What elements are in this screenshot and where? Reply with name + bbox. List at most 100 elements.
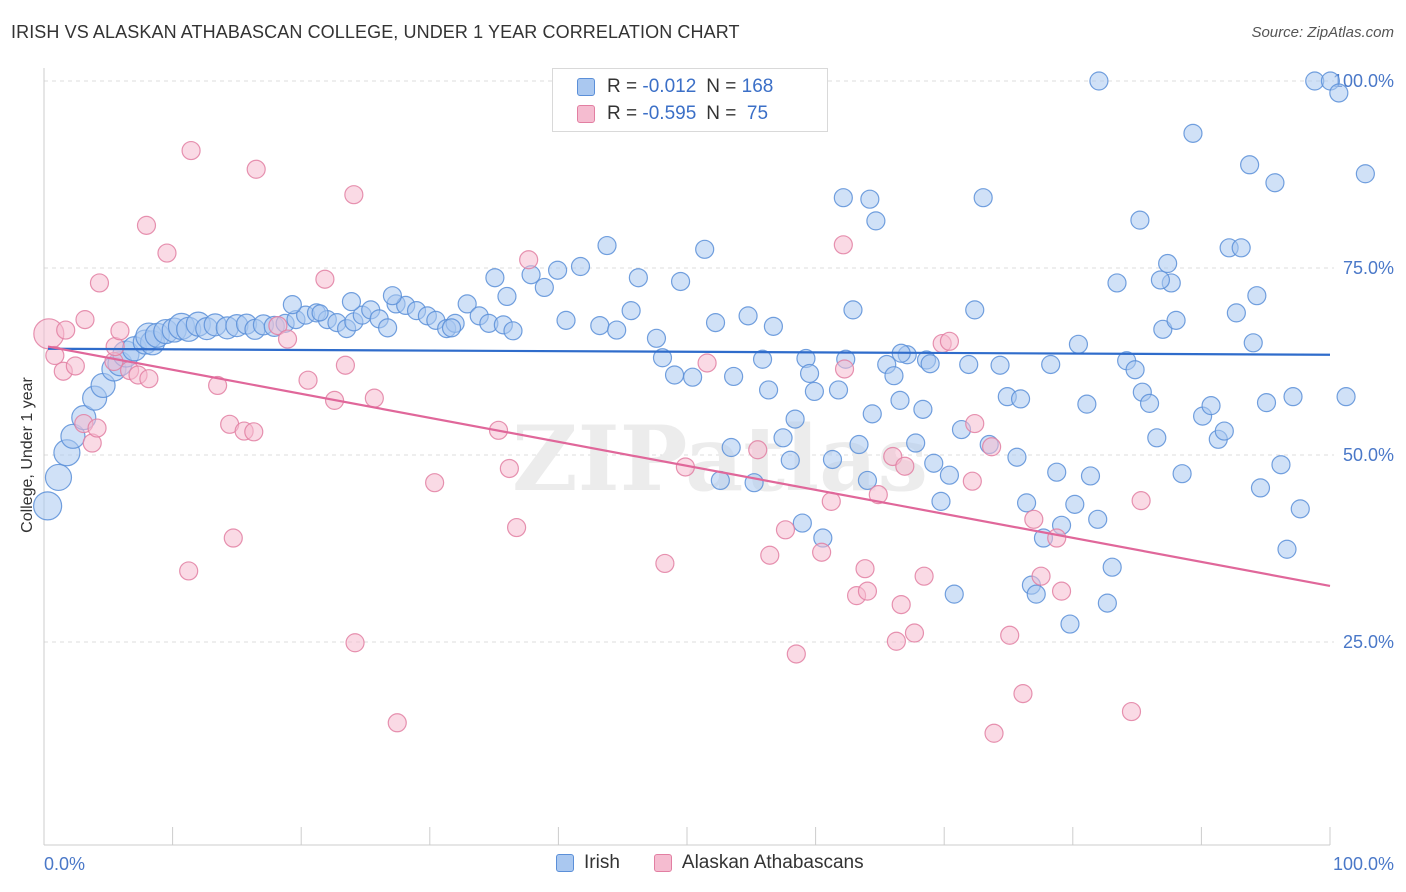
irish-point [1214,421,1234,441]
irish-point [705,313,726,333]
irish-point [804,381,824,402]
alaskan-swatch [577,105,595,123]
alaskan-point [56,320,76,340]
irish-point [597,235,617,256]
irish-point [1256,393,1277,413]
irish-point [1130,210,1150,230]
irish-point [457,294,477,314]
series-legend: Irish Alaskan Athabascans [556,852,898,874]
irish-point [1007,447,1027,467]
irish-point [1080,466,1101,486]
irish-point [1265,173,1285,193]
irish-swatch [577,78,595,96]
alaskan-point [984,723,1004,743]
irish-point [1147,428,1167,448]
irish-point [959,354,979,375]
alaskan-point [344,185,364,205]
alaskan-point [1013,684,1033,704]
irish-point [758,380,779,400]
stats-legend: R = -0.012 N = 168 R = -0.595 N = 75 [552,68,828,132]
alaskan-point [244,422,264,442]
alaskan-point [857,581,878,601]
irish-point [1243,333,1263,353]
alaskan-point [655,553,675,574]
x-tick-label-max: 100.0% [1333,854,1394,874]
irish-point [33,491,63,521]
alaskan-point [697,353,717,373]
alaskan-point [965,413,985,434]
irish-point [1139,393,1160,413]
alaskan-point [499,458,519,479]
irish-point [1016,493,1037,513]
irish-point [1283,387,1303,407]
irish-point [1125,360,1145,380]
irish-point [570,256,591,277]
y-tick-label: 25.0% [1343,632,1394,652]
n-value: 168 [741,76,774,97]
alaskan-point [87,418,107,438]
alaskan-point [895,456,915,476]
alaskan-point [223,528,243,548]
r-value: -0.595 [642,103,697,124]
stats-legend-row-alaskan: R = -0.595 N = 75 [577,102,768,126]
irish-point [664,365,685,385]
legend-item-irish[interactable]: Irish [556,852,620,874]
alaskan-point [891,594,911,615]
chart-title: IRISH VS ALASKAN ATHABASCAN COLLEGE, UND… [11,22,740,42]
alaskan-point [834,359,855,379]
irish-point [670,271,691,292]
alaskan-point [268,315,288,336]
irish-point [1060,614,1080,634]
irish-point [695,239,715,259]
irish-point [965,300,985,320]
alaskan-point [868,485,888,505]
irish-point [1336,387,1356,407]
irish-point [857,470,878,491]
irish-point [1088,509,1108,529]
irish-point [378,318,398,338]
irish-point [1065,494,1085,514]
irish-point [503,321,523,341]
alaskan-point [136,215,157,235]
alaskan-point [812,542,832,562]
irish-point [1201,396,1221,416]
irish-point [990,355,1010,375]
legend-label-alaskan: Alaskan Athabascans [681,852,864,873]
alaskan-point [75,310,95,330]
watermark: ZIPatlas [512,406,928,512]
irish-point [939,465,960,485]
irish-point [792,513,812,533]
irish-point [652,348,673,368]
irish-point [1247,286,1267,306]
alaskan-point [904,623,925,643]
n-label: N = [706,76,737,97]
alaskan-point [315,269,335,289]
alaskan-point [181,140,201,161]
alaskan-point [833,235,853,255]
y-tick-label: 100.0% [1333,71,1394,91]
irish-point [1329,83,1349,103]
irish-point [752,349,773,369]
legend-label-irish: Irish [584,852,620,873]
alaskan-point [345,633,365,653]
irish-point [884,366,904,386]
irish-point [913,399,933,419]
r-label: R = [607,76,638,97]
irish-point [1231,238,1251,258]
irish-point [1166,310,1186,330]
alaskan-point [246,159,266,179]
legend-item-alaskan[interactable]: Alaskan Athabascans [653,852,864,874]
irish-point [590,315,610,336]
irish-point [1097,593,1117,613]
alaskan-point [335,355,356,375]
irish-point [1153,319,1173,339]
irish-point [785,409,805,429]
irish-point [828,380,849,400]
irish-point [862,404,882,424]
irish-point [924,453,944,473]
irish-point [833,188,853,208]
alaskan-point [364,388,384,408]
irish-point [1150,270,1171,290]
alaskan-point [1121,701,1142,722]
